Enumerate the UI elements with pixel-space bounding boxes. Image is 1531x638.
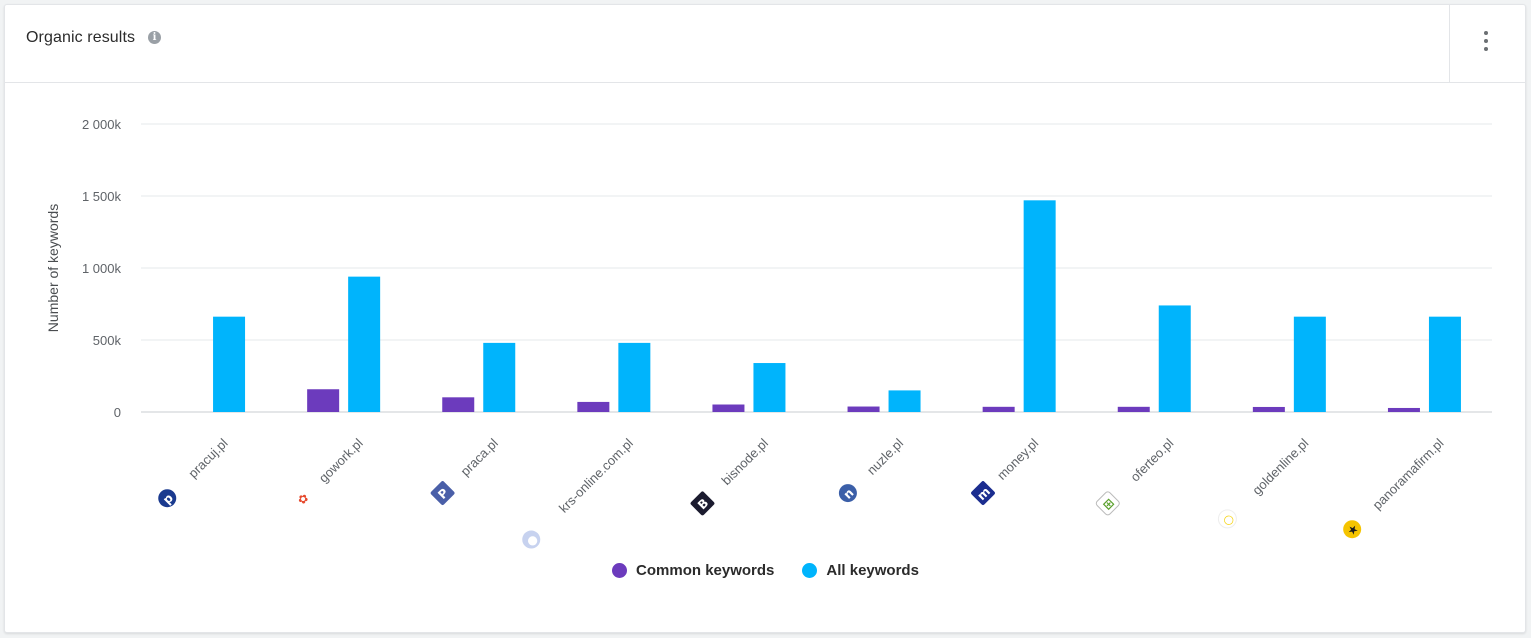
grid-layer: 0 500k 1 000k 1 500k 2 000k (82, 117, 1492, 420)
x-tick-group: ⊞ oferteo.pl (1095, 435, 1176, 516)
bar-all-keywords[interactable] (1428, 316, 1461, 412)
bisnode-logo-icon: B (690, 491, 715, 516)
x-tick-label[interactable]: pracuj.pl (185, 435, 230, 480)
legend-swatch-common (612, 562, 628, 578)
bars-layer (213, 200, 1461, 412)
bar-common-keywords[interactable] (982, 406, 1015, 412)
x-tick-label[interactable]: oferteo.pl (1127, 435, 1176, 484)
x-tick-group: p pracuj.pl (158, 435, 231, 508)
x-tick-label[interactable]: bisnode.pl (719, 435, 772, 488)
x-tick-label[interactable]: gowork.pl (316, 435, 366, 485)
legend-label-all: All keywords (826, 561, 919, 579)
x-tick-label[interactable]: krs-online.com.pl (556, 435, 636, 515)
bar-common-keywords[interactable] (1252, 406, 1285, 412)
bar-all-keywords[interactable] (483, 342, 516, 412)
y-tick-label: 1 000k (82, 261, 122, 276)
krs-online-logo-icon: ● (522, 530, 541, 549)
x-tick-label[interactable]: panoramafirm.pl (1370, 435, 1447, 512)
bar-all-keywords[interactable] (888, 390, 921, 412)
y-tick-label: 1 500k (82, 189, 122, 204)
legend-label-common: Common keywords (636, 561, 775, 579)
bar-all-keywords[interactable] (618, 342, 651, 412)
nuzle-logo-icon: n (838, 484, 857, 503)
money-logo-icon: m (971, 481, 995, 505)
bar-all-keywords[interactable] (1023, 200, 1056, 412)
bar-common-keywords[interactable] (1387, 407, 1420, 412)
y-tick-label: 500k (93, 333, 122, 348)
organic-results-card: Organic results i (4, 4, 1526, 633)
pracuj-logo-icon: p (158, 489, 177, 508)
bar-all-keywords[interactable] (1293, 316, 1326, 412)
x-tick-label[interactable]: praca.pl (458, 435, 501, 478)
legend-swatch-all (802, 562, 818, 578)
bar-common-keywords[interactable] (307, 389, 340, 412)
bar-all-keywords[interactable] (213, 316, 246, 412)
legend-item-all[interactable]: All keywords (802, 562, 919, 579)
bar-common-keywords[interactable] (442, 397, 475, 412)
bar-common-keywords[interactable] (577, 401, 610, 412)
more-vertical-icon[interactable] (1476, 27, 1496, 57)
y-tick-label: 2 000k (82, 117, 122, 132)
y-axis-label: Number of keywords (45, 204, 61, 332)
bar-chart: 0 500k 1 000k 1 500k 2 000k p pracuj.pl ✿gowor… (45, 117, 1492, 549)
widget-title: Organic results (26, 29, 136, 46)
goldenline-logo-icon: ○ (1217, 509, 1237, 529)
chart-legend: Common keywords All keywords (0, 558, 1531, 582)
x-tick-group: n nuzle.pl (838, 435, 906, 503)
legend-item-common[interactable]: Common keywords (612, 562, 774, 579)
bar-common-keywords[interactable] (847, 406, 880, 412)
info-icon[interactable]: i (148, 31, 161, 44)
gowork-logo-icon: ✿ (293, 489, 312, 507)
x-tick-group: ○ goldenline.pl (1217, 435, 1312, 529)
menu-area (1449, 5, 1525, 82)
x-tick-label[interactable]: nuzle.pl (864, 435, 906, 477)
panoramafirm-logo-icon: ★ (1343, 520, 1362, 539)
x-tick-label[interactable]: goldenline.pl (1249, 435, 1311, 497)
bar-common-keywords[interactable] (712, 404, 745, 412)
x-tick-label[interactable]: money.pl (994, 435, 1041, 482)
x-tick-group: ★ panoramafirm.pl (1343, 435, 1447, 539)
x-tick-group: ✿gowork.pl (293, 435, 366, 507)
oferteo-logo-icon: ⊞ (1095, 491, 1120, 516)
praca-logo-icon: P (430, 481, 455, 505)
y-tick-label: 0 (114, 405, 121, 420)
x-tick-group: ● krs-online.com.pl (522, 435, 636, 549)
bar-all-keywords[interactable] (753, 363, 786, 412)
bar-all-keywords[interactable] (348, 276, 381, 412)
bar-common-keywords[interactable] (1117, 406, 1150, 412)
card-header: Organic results i (5, 5, 1525, 83)
bar-all-keywords[interactable] (1158, 305, 1191, 412)
